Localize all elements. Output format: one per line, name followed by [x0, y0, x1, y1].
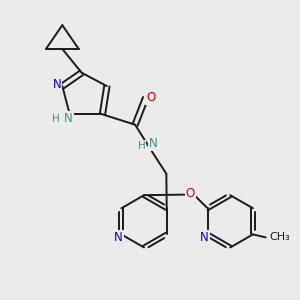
Text: N: N: [114, 231, 123, 244]
Text: O: O: [185, 187, 195, 200]
Text: H: H: [52, 114, 60, 124]
Text: N: N: [52, 78, 61, 91]
Text: H: H: [138, 141, 146, 151]
Text: N: N: [149, 137, 158, 150]
Text: N: N: [200, 231, 209, 244]
Text: O: O: [146, 92, 155, 104]
Text: CH₃: CH₃: [269, 232, 290, 242]
Text: N: N: [64, 112, 73, 125]
